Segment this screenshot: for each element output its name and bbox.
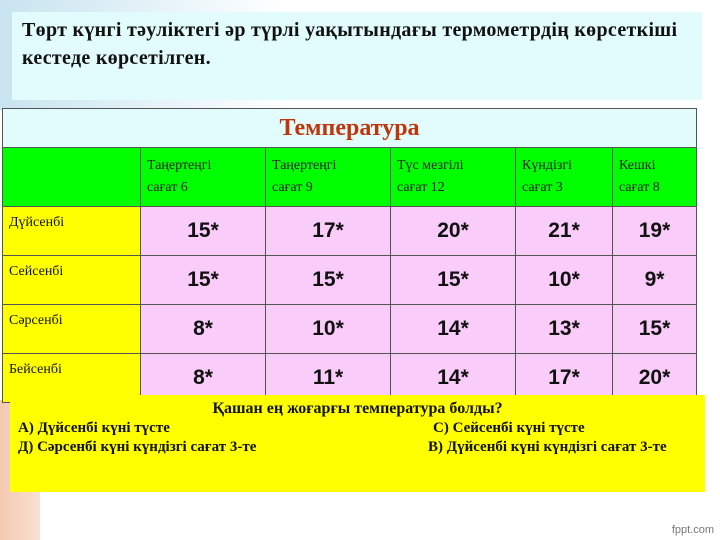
- table-row: Сейсенбі 15* 15* 15* 10* 9*: [2, 255, 697, 305]
- temp-cell: 10*: [265, 304, 391, 354]
- column-header: Кешкі сағат 8: [612, 147, 697, 207]
- answer-b: В) Дүйсенбі күні күндізгі сағат 3-те: [428, 439, 667, 455]
- quiz-box: Қашан ең жоғарғы температура болды? А) Д…: [10, 395, 705, 492]
- day-label: Сәрсенбі: [2, 304, 141, 354]
- temp-cell: 13*: [515, 304, 613, 354]
- column-header: Күндізгі сағат 3: [515, 147, 613, 207]
- table-row: Сәрсенбі 8* 10* 14* 13* 15*: [2, 304, 697, 354]
- temp-cell: 14*: [390, 353, 516, 403]
- temp-cell: 21*: [515, 206, 613, 256]
- temp-cell: 14*: [390, 304, 516, 354]
- temp-cell: 20*: [390, 206, 516, 256]
- temp-cell: 17*: [515, 353, 613, 403]
- temp-cell: 15*: [612, 304, 697, 354]
- temp-cell: 9*: [612, 255, 697, 305]
- temp-cell: 8*: [140, 304, 266, 354]
- slide-title: Төрт күнгі тәуліктегі әр түрлі уақытында…: [12, 12, 702, 100]
- answer-d: Д) Сәрсенбі күні күндізгі сағат 3-те: [18, 439, 257, 455]
- column-header: Түс мезгілі сағат 12: [390, 147, 516, 207]
- answer-c: С) Сейсенбі күні түсте: [433, 420, 585, 436]
- quiz-question: Қашан ең жоғарғы температура болды?: [212, 400, 503, 417]
- day-label: Дүйсенбі: [2, 206, 141, 256]
- empty-header-cell: [2, 147, 141, 207]
- temp-cell: 10*: [515, 255, 613, 305]
- temp-cell: 17*: [265, 206, 391, 256]
- temp-cell: 15*: [140, 206, 266, 256]
- table-row: Бейсенбі 8* 11* 14* 17* 20*: [2, 353, 697, 403]
- table-row: Дүйсенбі 15* 17* 20* 21* 19*: [2, 206, 697, 256]
- table-caption: Температура: [2, 108, 697, 148]
- temp-cell: 11*: [265, 353, 391, 403]
- temp-cell: 15*: [140, 255, 266, 305]
- temperature-table: Температура Таңертеңгі сағат 6 Таңертеңгі…: [2, 108, 697, 403]
- column-header: Таңертеңгі сағат 9: [265, 147, 391, 207]
- temp-cell: 19*: [612, 206, 697, 256]
- day-label: Сейсенбі: [2, 255, 141, 305]
- answer-a: А) Дүйсенбі күні түсте: [18, 420, 170, 436]
- temp-cell: 20*: [612, 353, 697, 403]
- column-header-row: Таңертеңгі сағат 6 Таңертеңгі сағат 9 Түс …: [2, 147, 697, 207]
- watermark: fppt.com: [671, 524, 714, 536]
- temp-cell: 15*: [390, 255, 516, 305]
- column-header: Таңертеңгі сағат 6: [140, 147, 266, 207]
- temp-cell: 15*: [265, 255, 391, 305]
